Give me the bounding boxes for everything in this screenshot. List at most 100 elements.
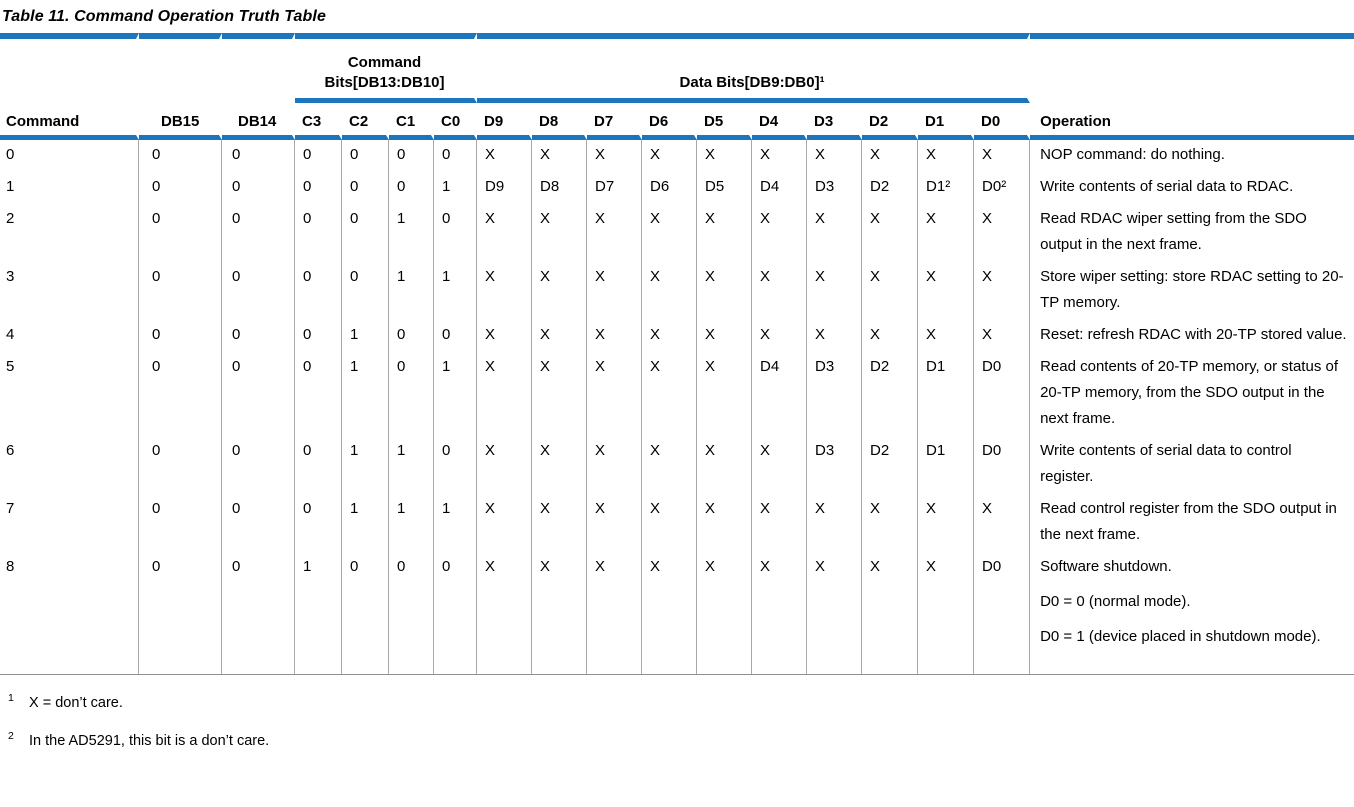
cell-d0: X bbox=[974, 320, 1031, 352]
cell-c2: 1 bbox=[342, 352, 389, 436]
cell-c1: 0 bbox=[389, 140, 434, 172]
cell-d2: X bbox=[862, 262, 919, 320]
col-header-d8: D8 bbox=[532, 103, 588, 140]
cell-c3: 0 bbox=[295, 172, 342, 204]
cell-command: 5 bbox=[0, 352, 139, 436]
cell-d0: X bbox=[974, 204, 1031, 262]
table-row: 7 0 0 0 1 1 1 X X X X X X X X X X Read control register f… bbox=[0, 494, 1354, 552]
cell-d8: X bbox=[532, 494, 588, 552]
cell-db15: 0 bbox=[139, 352, 222, 436]
col-header-operation: Operation bbox=[1030, 103, 1354, 140]
col-header-c2: C2 bbox=[342, 103, 389, 140]
cell-d7: X bbox=[587, 552, 643, 674]
col-header-d3: D3 bbox=[807, 103, 863, 140]
cell-db14: 0 bbox=[222, 552, 295, 674]
cell-d1: X bbox=[918, 140, 975, 172]
cell-operation: Read contents of 20-TP memory, or status… bbox=[1030, 352, 1354, 436]
table-row: 1 0 0 0 0 0 1 D9 D8 D7 D6 D5 D4 D3 D2 D1² D0² Write conte… bbox=[0, 172, 1354, 204]
cell-d5: X bbox=[697, 320, 753, 352]
cell-c2: 0 bbox=[342, 262, 389, 320]
col-header-d4: D4 bbox=[752, 103, 808, 140]
group-spacer-db14 bbox=[222, 33, 295, 103]
cell-d3: X bbox=[807, 204, 863, 262]
cell-c2: 0 bbox=[342, 172, 389, 204]
cell-d8: X bbox=[532, 552, 588, 674]
footnote-2-text: In the AD5291, this bit is a don’t care. bbox=[29, 732, 270, 749]
cell-db14: 0 bbox=[222, 436, 295, 494]
datasheet-page: Table 11. Command Operation Truth Table … bbox=[0, 8, 1354, 749]
cell-d5: X bbox=[697, 204, 753, 262]
cell-d1: X bbox=[918, 552, 975, 674]
cell-d1: D1² bbox=[918, 172, 975, 204]
col-header-d7: D7 bbox=[587, 103, 643, 140]
column-header-row: Command DB15 DB14 C3 C2 C1 C0 D9 D8 D7 D… bbox=[0, 103, 1354, 140]
table-row: 6 0 0 0 1 1 0 X X X X X X D3 D2 D1 D0 Write contents of s… bbox=[0, 436, 1354, 494]
cell-d0: X bbox=[974, 262, 1031, 320]
cell-d0: D0 bbox=[974, 552, 1031, 674]
cell-c0: 1 bbox=[434, 262, 478, 320]
operation-paragraph: Read control register from the SDO outpu… bbox=[1040, 500, 1337, 543]
operation-paragraph: D0 = 0 (normal mode). bbox=[1040, 593, 1191, 610]
cell-db15: 0 bbox=[139, 320, 222, 352]
col-header-d5: D5 bbox=[697, 103, 753, 140]
cell-c0: 0 bbox=[434, 140, 478, 172]
operation-paragraph: Write contents of serial data to RDAC. bbox=[1040, 178, 1294, 195]
cell-c1: 1 bbox=[389, 494, 434, 552]
cell-d9: X bbox=[477, 204, 533, 262]
cell-d9: X bbox=[477, 436, 533, 494]
cell-c3: 1 bbox=[295, 552, 342, 674]
table-row: 3 0 0 0 0 1 1 X X X X X X X X X X Store wiper setting: st… bbox=[0, 262, 1354, 320]
col-header-command: Command bbox=[0, 103, 139, 140]
cell-command: 7 bbox=[0, 494, 139, 552]
table-header: Command Bits[DB13:DB10] Data Bits[DB9:DB… bbox=[0, 33, 1354, 140]
cell-c2: 1 bbox=[342, 320, 389, 352]
cell-d5: X bbox=[697, 352, 753, 436]
cell-d4: X bbox=[752, 436, 808, 494]
cell-operation: Read RDAC wiper setting from the SDO out… bbox=[1030, 204, 1354, 262]
cell-c3: 0 bbox=[295, 140, 342, 172]
group-spacer-command bbox=[0, 33, 139, 103]
cell-d5: X bbox=[697, 494, 753, 552]
cell-d5: X bbox=[697, 436, 753, 494]
cell-d8: X bbox=[532, 204, 588, 262]
cell-d7: X bbox=[587, 262, 643, 320]
cell-d4: X bbox=[752, 262, 808, 320]
cell-c3: 0 bbox=[295, 436, 342, 494]
cell-d6: X bbox=[642, 494, 698, 552]
cell-db14: 0 bbox=[222, 262, 295, 320]
cell-d6: X bbox=[642, 262, 698, 320]
cell-d0: D0² bbox=[974, 172, 1031, 204]
cell-db14: 0 bbox=[222, 494, 295, 552]
col-header-db14: DB14 bbox=[222, 103, 295, 140]
cell-db15: 0 bbox=[139, 140, 222, 172]
col-header-d6: D6 bbox=[642, 103, 698, 140]
cell-d0: D0 bbox=[974, 436, 1031, 494]
cell-command: 0 bbox=[0, 140, 139, 172]
operation-paragraph: D0 = 1 (device placed in shutdown mode). bbox=[1040, 628, 1321, 645]
operation-paragraph: NOP command: do nothing. bbox=[1040, 146, 1225, 163]
cell-d5: X bbox=[697, 262, 753, 320]
col-header-d0: D0 bbox=[974, 103, 1031, 140]
cell-d1: X bbox=[918, 204, 975, 262]
cell-operation: Write contents of serial data to RDAC. bbox=[1030, 172, 1354, 204]
cell-c3: 0 bbox=[295, 204, 342, 262]
cell-d7: X bbox=[587, 140, 643, 172]
cell-db15: 0 bbox=[139, 262, 222, 320]
cell-d4: X bbox=[752, 552, 808, 674]
cell-d7: X bbox=[587, 352, 643, 436]
table-row: 0 0 0 0 0 0 0 X X X X X X X X X X NOP command: do nothing… bbox=[0, 140, 1354, 172]
group-data-bits-label: Data Bits[DB9:DB0]¹ bbox=[679, 74, 825, 91]
cell-command: 2 bbox=[0, 204, 139, 262]
cell-d9: X bbox=[477, 140, 533, 172]
cell-c1: 1 bbox=[389, 204, 434, 262]
cell-c2: 0 bbox=[342, 552, 389, 674]
cell-d3: X bbox=[807, 320, 863, 352]
cell-d4: D4 bbox=[752, 172, 808, 204]
cell-d8: X bbox=[532, 140, 588, 172]
table-row: 5 0 0 0 1 0 1 X X X X X D4 D3 D2 D1 D0 Read contents of 2… bbox=[0, 352, 1354, 436]
cell-d7: X bbox=[587, 494, 643, 552]
cell-d7: X bbox=[587, 436, 643, 494]
cell-d9: X bbox=[477, 552, 533, 674]
cell-d6: X bbox=[642, 352, 698, 436]
cell-db14: 0 bbox=[222, 140, 295, 172]
